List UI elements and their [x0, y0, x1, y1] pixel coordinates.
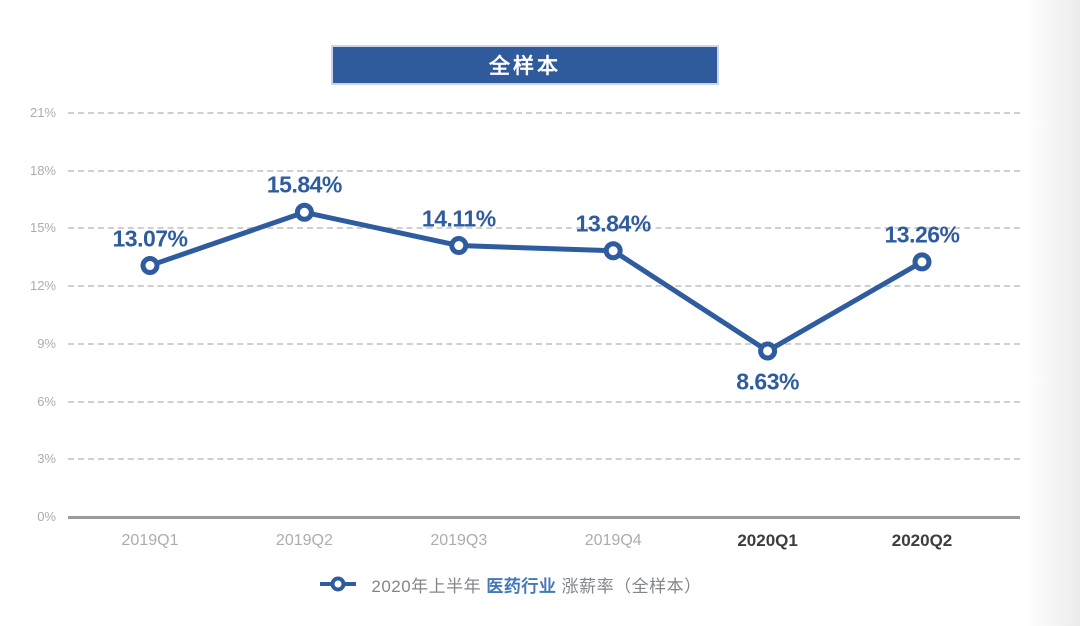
data-point-2020Q1	[758, 341, 778, 361]
data-point-2019Q2	[294, 202, 314, 222]
y-tick-label: 3%	[37, 451, 56, 467]
x-tick-label-2020Q2: 2020Q2	[891, 531, 953, 550]
gridline-3%	[68, 458, 1020, 461]
data-label-2019Q2: 15.84%	[266, 171, 343, 198]
legend-label: 2020年上半年 医药行业 涨薪率（全样本）	[371, 572, 701, 597]
x-tick-label-2019Q3: 2019Q3	[430, 532, 488, 549]
x-tick-label-2019Q2: 2019Q2	[275, 532, 333, 549]
gridline-21%	[68, 112, 1020, 114]
x-tick-label-2019Q1: 2019Q1	[121, 532, 179, 549]
gridline-18%	[68, 169, 1020, 172]
chart-title-banner: 全样本	[331, 45, 719, 85]
x-tick-label-2019Q4: 2019Q4	[584, 532, 642, 549]
data-label-2019Q3: 14.11%	[421, 205, 496, 232]
data-label-2020Q1: 8.63%	[736, 368, 799, 395]
y-tick-label: 12%	[29, 278, 56, 294]
data-label-2019Q1: 13.07%	[112, 225, 188, 252]
y-tick-label: 18%	[29, 162, 56, 178]
legend-line-marker-icon	[320, 576, 357, 592]
gridline-12%	[68, 285, 1020, 288]
gridline-6%	[68, 400, 1020, 403]
y-tick-label: 15%	[29, 220, 56, 236]
chart-legend: 2020年上半年 医药行业 涨薪率（全样本）	[0, 567, 1020, 601]
x-axis-baseline	[68, 516, 1020, 519]
data-label-2020Q2: 13.26%	[884, 221, 960, 248]
data-point-2020Q2	[912, 252, 932, 272]
data-label-2019Q4: 13.84%	[575, 210, 652, 237]
chart-title: 全样本	[489, 55, 561, 78]
data-point-2019Q4	[603, 241, 623, 261]
y-tick-label: 21%	[29, 105, 56, 120]
page-edge-shading	[1025, 0, 1080, 626]
y-tick-label: 9%	[37, 335, 56, 351]
y-tick-label: 6%	[37, 393, 56, 409]
legend-label-suffix: 涨薪率（全样本）	[556, 576, 702, 596]
gridline-9%	[68, 342, 1020, 345]
legend-label-prefix: 2020年上半年	[371, 576, 487, 596]
x-tick-label-2020Q1: 2020Q1	[737, 531, 798, 550]
data-point-2019Q1	[140, 256, 160, 276]
legend-label-industry: 医药行业	[486, 576, 557, 596]
data-point-2019Q3	[449, 236, 469, 256]
y-tick-label: 0%	[37, 509, 56, 524]
